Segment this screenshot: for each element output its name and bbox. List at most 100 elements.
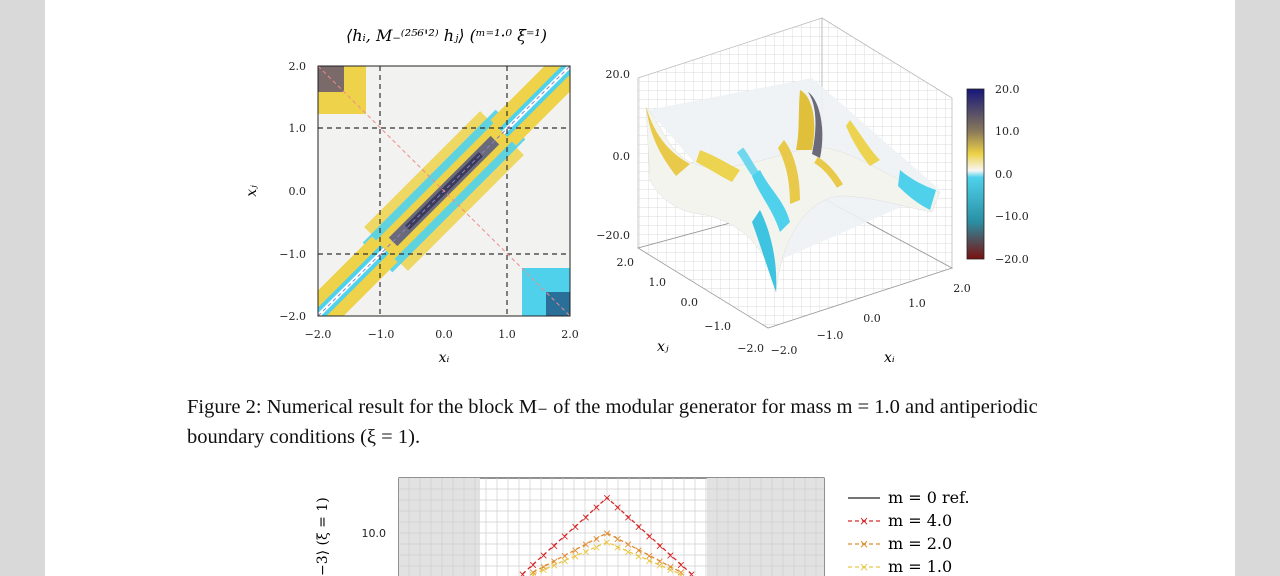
series-marker: × — [592, 501, 601, 514]
heatmap-ylabel: xⱼ — [244, 185, 260, 197]
series-marker: × — [539, 549, 548, 562]
svg-text:−2.0: −2.0 — [279, 310, 306, 323]
series-marker: × — [539, 564, 548, 576]
svg-text:1.0: 1.0 — [649, 276, 667, 289]
svg-text:−10.0: −10.0 — [995, 210, 1029, 223]
series-marker: × — [655, 559, 664, 572]
series-marker: × — [613, 533, 622, 546]
series-marker: × — [645, 549, 654, 562]
colorbar — [966, 88, 985, 260]
series-marker: × — [676, 566, 685, 576]
svg-text:0.0: 0.0 — [681, 296, 699, 309]
svg-text:2.0: 2.0 — [289, 60, 307, 73]
series-marker: × — [602, 536, 611, 549]
series-marker: × — [518, 568, 527, 576]
svg-text:1.0: 1.0 — [908, 297, 926, 310]
svg-text:−1.0: −1.0 — [704, 320, 731, 333]
svg-text:−2.0: −2.0 — [305, 328, 332, 341]
svg-text:1.0: 1.0 — [289, 122, 307, 135]
bottom-legend: m = 0 ref. × m = 4.0 × m = 2.0 × m = 1.0 — [848, 488, 970, 576]
legend-marker-m2: × — [859, 537, 869, 551]
svg-text:−2.0: −2.0 — [737, 342, 764, 355]
svg-text:−2.0: −2.0 — [771, 344, 798, 357]
series-marker: × — [539, 561, 548, 574]
series-marker: × — [550, 559, 559, 572]
series-marker: × — [624, 545, 633, 558]
series-marker: × — [560, 555, 569, 568]
series-line-m4 — [522, 496, 692, 575]
surface-panel — [637, 17, 954, 329]
series-marker: × — [645, 530, 654, 543]
heatmap-x-ticks: −2.0 −1.0 0.0 1.0 2.0 — [305, 328, 579, 341]
series-marker: × — [666, 549, 675, 562]
series-marker: × — [687, 568, 696, 576]
svg-text:10.0: 10.0 — [995, 125, 1020, 138]
colorbar-ticks: 20.0 10.0 0.0 −10.0 −20.0 — [995, 83, 1029, 266]
series-marker: × — [655, 539, 664, 552]
series-marker: × — [624, 538, 633, 551]
series-marker: × — [571, 544, 580, 557]
legend-label-m4: m = 4.0 — [888, 511, 952, 530]
svg-text:0.0: 0.0 — [613, 150, 631, 163]
series-marker: × — [613, 541, 622, 554]
legend-marker-m1: × — [859, 560, 869, 574]
bottom-chart: ×××××××××××××××××× × × × × × × × × × × × × × ×× × × × × × × ×… — [398, 477, 825, 576]
series-marker: × — [624, 511, 633, 524]
legend-marker-m4: × — [859, 514, 869, 528]
svg-text:−1.0: −1.0 — [279, 248, 306, 261]
svg-text:−1.0: −1.0 — [817, 329, 844, 342]
series-marker: × — [571, 520, 580, 533]
svg-text:2.0: 2.0 — [617, 256, 635, 269]
legend-label-m2: m = 2.0 — [888, 534, 952, 553]
surface-z-ticks: 20.0 0.0 −20.0 — [596, 68, 630, 242]
series-marker: × — [602, 492, 611, 505]
series-marker: × — [581, 545, 590, 558]
series-marker: × — [592, 533, 601, 546]
series-marker: × — [602, 527, 611, 540]
series-marker: × — [529, 566, 538, 576]
svg-text:−1.0: −1.0 — [368, 328, 395, 341]
surface-xi-ticks: −2.0 −1.0 0.0 1.0 2.0 — [771, 282, 971, 357]
caption-text: Numerical result for the block M₋ of the… — [187, 396, 1038, 448]
svg-text:1.0: 1.0 — [498, 328, 516, 341]
series-marker: × — [655, 555, 664, 568]
caption-label: Figure 2: — [187, 396, 262, 418]
svg-text:2.0: 2.0 — [561, 328, 579, 341]
series-marker: × — [613, 501, 622, 514]
series-marker: × — [529, 568, 538, 576]
svg-text:0.0: 0.0 — [435, 328, 453, 341]
series-marker: × — [676, 568, 685, 576]
svg-text:−20.0: −20.0 — [596, 229, 630, 242]
series-marker: × — [560, 530, 569, 543]
bottom-ylabel: −3⟩ (ξ = 1) — [315, 497, 331, 576]
heatmap-y-ticks: 2.0 1.0 0.0 −1.0 −2.0 — [279, 60, 306, 323]
series-marker: × — [571, 550, 580, 563]
series-marker: × — [581, 511, 590, 524]
series-marker: × — [550, 539, 559, 552]
heatmap-title: ⟨hᵢ, M₋⁽²⁵⁶'²⁾ hⱼ⟩ (ᵐ⁼¹·⁰ ξ⁼¹) — [346, 26, 547, 45]
svg-text:2.0: 2.0 — [953, 282, 971, 295]
svg-text:0.0: 0.0 — [863, 312, 881, 325]
series-marker: × — [550, 555, 559, 568]
series-marker: × — [645, 555, 654, 568]
series-marker: × — [666, 561, 675, 574]
svg-text:20.0: 20.0 — [606, 68, 631, 81]
svg-text:20.0: 20.0 — [995, 83, 1020, 96]
series-marker: × — [634, 544, 643, 557]
surface-xlabel-j: xⱼ — [657, 339, 669, 355]
series-marker: × — [529, 558, 538, 571]
heatmap-panel — [318, 66, 570, 316]
surface-xj-ticks: 2.0 1.0 0.0 −1.0 −2.0 — [617, 256, 765, 355]
series-marker: × — [581, 538, 590, 551]
svg-text:0.0: 0.0 — [289, 185, 307, 198]
series-marker: × — [634, 550, 643, 563]
svg-text:0.0: 0.0 — [995, 168, 1013, 181]
series-marker: × — [676, 558, 685, 571]
series-marker: × — [634, 520, 643, 533]
bottom-y-tick: 10.0 — [362, 527, 387, 540]
heatmap-xlabel: xᵢ — [439, 350, 450, 366]
series-marker: × — [666, 564, 675, 576]
legend-label-ref: m = 0 ref. — [888, 488, 970, 507]
series-marker: × — [560, 549, 569, 562]
